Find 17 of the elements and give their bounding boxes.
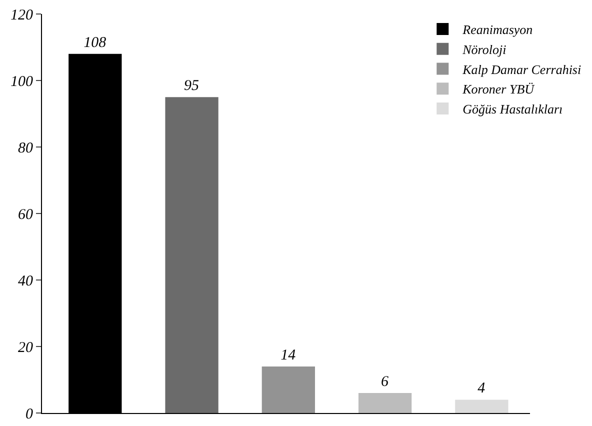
y-tick-label: 80 (18, 140, 34, 156)
y-tick-label: 40 (18, 273, 34, 290)
legend-label: Reanimasyon (462, 22, 533, 38)
legend-label: Kalp Damar Cerrahisi (462, 62, 582, 77)
legend-label: Göğüs Hastalıkları (462, 102, 563, 117)
y-tick-label: 120 (10, 7, 34, 24)
data-label: 108 (84, 34, 107, 51)
legend-label: Nöroloji (462, 42, 507, 57)
y-tick-label: 20 (18, 340, 34, 356)
legend-label: Koroner YBÜ (462, 82, 536, 97)
y-tick-label: 60 (18, 206, 34, 223)
data-label: 95 (184, 78, 200, 94)
data-label: 4 (478, 380, 486, 397)
data-label: 14 (280, 347, 296, 364)
data-label: 6 (381, 374, 390, 390)
y-tick-label: 100 (10, 74, 34, 90)
y-tick-label: 0 (26, 406, 34, 422)
